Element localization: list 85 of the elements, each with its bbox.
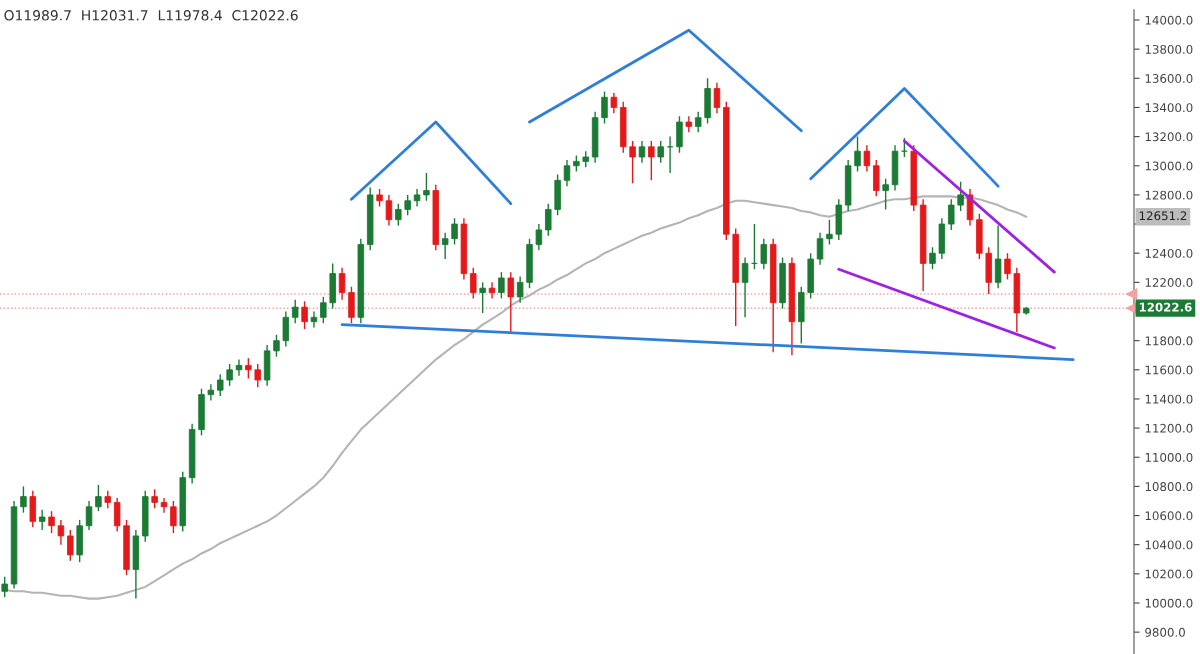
candlestick: [816, 232, 824, 266]
candlestick: [217, 373, 224, 397]
y-tick-label: 11400.0: [1145, 394, 1193, 404]
candlestick: [498, 271, 505, 300]
y-tick-label: 11600.0: [1145, 365, 1193, 375]
candlestick: [413, 188, 421, 208]
ref-line-label: 12022.6: [1139, 302, 1192, 312]
candlestick: [854, 135, 861, 173]
y-tick-label: 9800.0: [1145, 627, 1185, 637]
candlestick: [310, 310, 318, 329]
candlestick: [535, 223, 543, 251]
candlestick: [470, 267, 477, 300]
candlestick: [113, 497, 121, 533]
candlestick: [151, 488, 158, 509]
candlestick: [479, 281, 486, 314]
y-tick-label: 11800.0: [1145, 336, 1193, 346]
candlestick: [301, 300, 308, 330]
candlestick: [1004, 252, 1011, 281]
candlestick: [563, 159, 571, 187]
candlestick: [629, 140, 636, 184]
y-tick-label: 10600.0: [1145, 511, 1193, 521]
candlestick: [320, 296, 327, 324]
candlestick: [385, 194, 393, 227]
candlestick: [57, 519, 65, 546]
candlestick: [741, 256, 749, 319]
candlestick: [957, 181, 964, 212]
candlestick: [1, 576, 8, 598]
y-tick-label: 13600.0: [1145, 74, 1193, 83]
y-tick-label: 12200.0: [1145, 278, 1193, 287]
candlestick: [948, 198, 955, 231]
y-tick-label: 10000.0: [1145, 598, 1193, 608]
y-tick-label: 11000.0: [1145, 452, 1193, 462]
candlestick: [160, 497, 168, 514]
candlestick: [451, 217, 458, 246]
candlestick: [423, 172, 430, 202]
annotation: O11989.7 H12031.7 L11978.4 C12022.6: [4, 10, 298, 21]
y-tick-label: 14000.0: [1145, 15, 1193, 25]
candlestick: [610, 92, 618, 114]
candlestick: [95, 484, 102, 512]
y-tick-label: 13200.0: [1145, 132, 1193, 142]
candlestick: [826, 218, 833, 246]
candlestick: [638, 140, 646, 164]
candlestick: [404, 194, 411, 217]
y-tick-label: 10200.0: [1145, 569, 1193, 579]
candlestick: [545, 202, 552, 237]
y-tick-label: 12400.0: [1145, 248, 1193, 258]
candlestick: [207, 383, 215, 402]
candlestick: [994, 224, 1002, 289]
y-tick-label: 13000.0: [1145, 161, 1193, 171]
candlestick: [395, 202, 402, 227]
candlestick: [48, 510, 55, 534]
candlestick: [282, 310, 290, 348]
candlestick: [226, 363, 233, 387]
candlestick: [291, 299, 299, 324]
y-tick-label: 12800.0: [1145, 190, 1193, 200]
candlestick: [601, 90, 608, 125]
candlestick: [20, 485, 27, 514]
candlestick: [235, 358, 243, 377]
candlestick: [657, 140, 664, 164]
candlestick: [713, 81, 721, 114]
candlestick: [685, 115, 693, 133]
text: 12651.2: [1139, 211, 1187, 221]
candlestick: [273, 334, 280, 358]
y-tick-label: 10400.0: [1145, 540, 1193, 550]
candlestick: [694, 111, 702, 133]
candlestick: [441, 232, 449, 260]
candlestick: [85, 500, 93, 531]
candlestick: [882, 178, 889, 211]
candlestick: [648, 140, 655, 182]
candlestick: [760, 237, 768, 270]
y-tick-label: 11200.0: [1145, 423, 1193, 433]
candlestick: [863, 144, 871, 173]
candlestick: [38, 509, 46, 531]
y-tick-label: 13800.0: [1145, 44, 1193, 54]
candlestick: [516, 275, 524, 304]
candlestick: [67, 529, 74, 562]
candlestick: [507, 271, 514, 333]
candlestick: [929, 246, 936, 270]
candlestick: [170, 500, 177, 534]
candlestick: [245, 357, 252, 380]
candlestick: [338, 267, 346, 301]
y-tick-label: 10800.0: [1145, 482, 1193, 492]
candlestick: [254, 363, 261, 388]
y-tick-label: 13400.0: [1145, 103, 1193, 113]
candlestick: [488, 281, 496, 300]
